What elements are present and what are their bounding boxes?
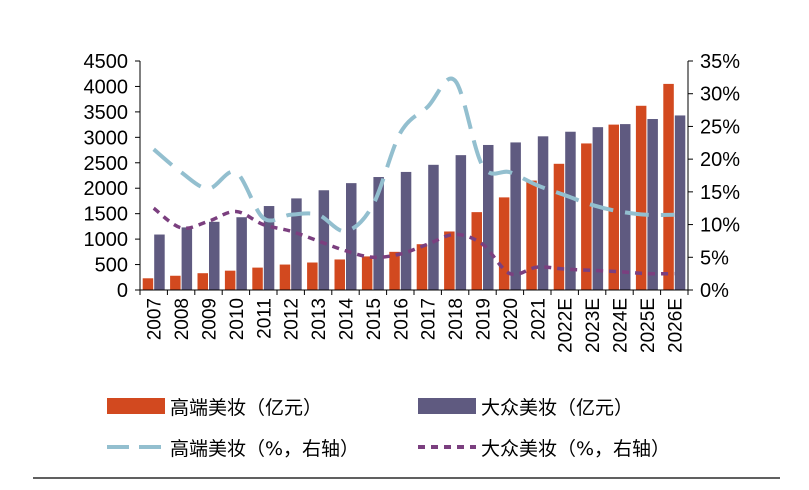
bar bbox=[608, 124, 619, 290]
legend-label-mass-bar: 大众美妆（亿元） bbox=[481, 397, 633, 419]
bar bbox=[263, 206, 275, 290]
x-tick-label: 2010 bbox=[227, 298, 248, 340]
right-tick-label: 30% bbox=[700, 84, 740, 106]
x-axis: 2007 2008 2009 2010 2011 2012 2013 2014 2015 2016… bbox=[139, 289, 689, 353]
right-tick-label: 25% bbox=[700, 116, 740, 138]
left-tick-label: 1000 bbox=[84, 229, 129, 251]
bar bbox=[224, 270, 236, 290]
left-tick-label: 4500 bbox=[84, 51, 129, 73]
bar bbox=[471, 212, 482, 290]
left-tick-label: 2500 bbox=[84, 153, 129, 175]
x-tick-label: 2022E bbox=[556, 298, 577, 353]
bar bbox=[635, 105, 647, 290]
right-tick-label: 15% bbox=[700, 182, 740, 204]
bar bbox=[553, 163, 565, 290]
series-line bbox=[152, 206, 675, 277]
bar bbox=[620, 124, 631, 290]
bar bbox=[142, 278, 154, 290]
bar bbox=[581, 143, 592, 290]
bar bbox=[279, 264, 291, 290]
legend-label-premium-bar: 高端美妆（亿元） bbox=[170, 397, 322, 419]
bar bbox=[510, 142, 521, 290]
x-tick-label: 2014 bbox=[337, 298, 358, 341]
bar bbox=[209, 221, 220, 290]
left-tick-label: 4000 bbox=[84, 76, 129, 98]
bar bbox=[252, 267, 263, 290]
x-tick-label: 2017 bbox=[419, 298, 440, 340]
legend: 高端美妆（亿元） 大众美妆（亿元） 高端美妆（%，右轴） 大众美妆（%，右轴） bbox=[107, 397, 670, 460]
right-tick-label: 0% bbox=[700, 280, 729, 302]
x-tick-label: 2023E bbox=[583, 298, 604, 353]
right-tick-label: 35% bbox=[700, 51, 740, 73]
x-tick-label: 2007 bbox=[145, 298, 166, 340]
left-tick-label: 500 bbox=[95, 255, 128, 277]
bar bbox=[154, 234, 165, 290]
plot-area bbox=[142, 76, 686, 291]
x-tick-label: 2012 bbox=[282, 298, 303, 340]
bar bbox=[181, 227, 193, 290]
legend-swatch-premium-bar bbox=[107, 398, 165, 414]
left-tick-label: 3000 bbox=[84, 127, 129, 149]
legend-label-mass-line: 大众美妆（%，右轴） bbox=[481, 438, 670, 460]
left-tick-label: 1500 bbox=[84, 204, 129, 226]
bar bbox=[236, 217, 247, 290]
left-tick-label: 2000 bbox=[84, 178, 129, 200]
bar bbox=[663, 83, 674, 291]
x-tick-label: 2011 bbox=[254, 298, 275, 339]
bar bbox=[170, 275, 181, 290]
x-tick-label: 2015 bbox=[364, 298, 385, 340]
legend-swatch-mass-bar bbox=[418, 398, 476, 414]
bar bbox=[334, 259, 345, 290]
right-y-axis: 0% 5% 10% 15% 20% 25% 30% 35% bbox=[687, 51, 740, 302]
x-tick-label: 2009 bbox=[200, 298, 221, 340]
bar bbox=[483, 144, 494, 290]
bar bbox=[197, 273, 208, 290]
legend-label-premium-line: 高端美妆（%，右轴） bbox=[170, 438, 359, 460]
bar bbox=[416, 244, 428, 290]
bar bbox=[498, 197, 510, 290]
bar bbox=[307, 262, 318, 290]
x-tick-label: 2016 bbox=[391, 298, 412, 340]
bar bbox=[455, 155, 467, 290]
right-tick-label: 20% bbox=[700, 149, 740, 171]
bar bbox=[444, 231, 455, 290]
x-tick-label: 2020 bbox=[501, 298, 522, 340]
left-tick-label: 0 bbox=[117, 280, 128, 302]
left-tick-label: 3500 bbox=[84, 102, 129, 124]
bar bbox=[373, 177, 384, 290]
bar bbox=[647, 119, 658, 290]
x-tick-label: 2019 bbox=[474, 298, 495, 340]
x-tick-label: 2013 bbox=[309, 298, 330, 340]
left-y-axis: 0 500 1000 1500 2000 2500 3000 3500 4000 4500 bbox=[84, 51, 141, 302]
x-tick-label: 2008 bbox=[172, 298, 193, 340]
x-tick-label: 2021 bbox=[528, 298, 549, 340]
right-tick-label: 5% bbox=[700, 247, 729, 269]
bar bbox=[526, 180, 537, 290]
x-tick-label: 2025E bbox=[638, 298, 659, 353]
series-line bbox=[152, 76, 675, 234]
x-tick-label: 2024E bbox=[611, 298, 632, 353]
bar bbox=[346, 183, 357, 290]
bar bbox=[389, 251, 400, 290]
bar bbox=[537, 136, 549, 290]
bar bbox=[565, 131, 576, 290]
right-tick-label: 10% bbox=[700, 215, 740, 237]
bar bbox=[291, 198, 302, 290]
bar bbox=[428, 164, 439, 290]
bar bbox=[318, 190, 330, 290]
x-tick-label: 2026E bbox=[665, 298, 686, 353]
bar bbox=[400, 171, 412, 290]
x-tick-label: 2018 bbox=[446, 298, 467, 340]
bar bbox=[674, 115, 686, 290]
bar bbox=[361, 256, 373, 290]
